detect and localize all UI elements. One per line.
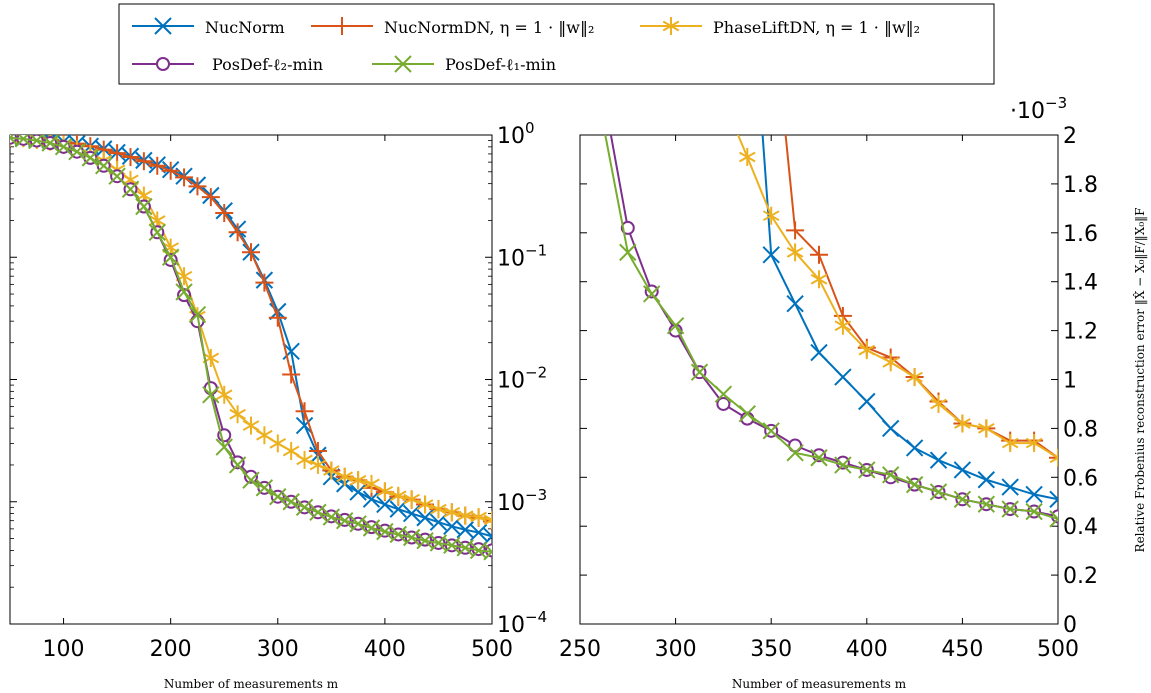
x-tick-label: 300: [257, 637, 299, 662]
series-line-3: [609, 123, 1058, 517]
y-tick-label: 0.6: [1063, 466, 1098, 491]
data-point: [978, 472, 994, 488]
chart-right: 250 300 350 400 450 5000 0.2 0.4 0.6 0.8 1 1.2 1.4 1.…: [559, 0, 1147, 691]
data-point: [297, 451, 313, 469]
y-tick-label: 10−1: [497, 241, 547, 271]
y-tick-label: 0: [1063, 613, 1077, 638]
data-point: [603, 117, 615, 129]
y-tick-label: 100: [497, 119, 535, 149]
y-tick-label: 10−2: [497, 364, 547, 394]
legend-label-nucnorm: NucNorm: [205, 18, 285, 37]
y-tick-label: 0.4: [1063, 515, 1098, 540]
legend-label-posdef-l1: PosDef-ℓ₁-min: [445, 55, 556, 74]
series-line-4: [10, 138, 492, 552]
data-point: [763, 207, 779, 225]
series-4: [595, 115, 1066, 527]
chart-left-frame: [10, 135, 492, 624]
x-tick-label: 300: [655, 637, 697, 662]
legend-label-posdef-l2: PosDef-ℓ₂-min: [212, 55, 323, 74]
series-1: [772, 77, 1067, 467]
series-2: [725, 114, 1066, 467]
legend-label-nucnormdn: NucNormDN, η = 1 · ‖w‖₂: [384, 18, 594, 37]
x-tick-label: 350: [750, 637, 792, 662]
series-line-1: [781, 86, 1058, 458]
data-point: [595, 115, 611, 131]
y-tick-label: 1.6: [1063, 222, 1098, 247]
series-2: [2, 129, 500, 529]
x-tick-label: 450: [941, 637, 983, 662]
chart-right-ylabel: Relative Frobenius reconstruction error …: [1132, 208, 1147, 553]
y-tick-label: 1.8: [1063, 173, 1098, 198]
legend-marker-3: [157, 58, 169, 70]
series-line-3: [10, 138, 492, 551]
data-point: [811, 345, 827, 361]
y-tick-label: 2: [1063, 124, 1077, 149]
data-point: [907, 440, 923, 456]
x-tick-label: 400: [846, 637, 888, 662]
data-point: [931, 452, 947, 468]
data-point: [296, 402, 314, 420]
data-point: [243, 417, 259, 435]
chart-right-frame: [580, 135, 1058, 624]
data-point: [787, 296, 803, 312]
multiplier-exp: −3: [1045, 94, 1067, 112]
data-point: [1002, 479, 1018, 495]
data-point: [1026, 486, 1042, 502]
legend: NucNorm NucNormDN, η = 1 · ‖w‖₂ PhaseLif…: [119, 4, 994, 84]
y-tick-label: 1.4: [1063, 271, 1098, 296]
data-point: [620, 244, 636, 260]
data-point: [883, 420, 899, 436]
series-line-2: [10, 138, 492, 520]
y-tick-label: 10−4: [497, 608, 547, 638]
data-point: [835, 369, 851, 385]
chart-right-xlabel: Number of measurements m: [732, 677, 907, 691]
data-point: [954, 462, 970, 478]
legend-label-phaseliftdn: PhaseLiftDN, η = 1 · ‖w‖₂: [713, 18, 920, 37]
data-point: [725, 114, 741, 132]
data-point: [257, 426, 273, 444]
y-tick-label: 0.8: [1063, 417, 1098, 442]
series-line-1: [10, 137, 492, 521]
series-4: [2, 130, 500, 560]
series-line-2: [733, 123, 1058, 458]
multiplier-base: ·10: [1010, 99, 1045, 124]
data-point: [270, 434, 286, 452]
data-point: [859, 394, 875, 410]
data-point: [740, 148, 756, 166]
data-point: [471, 525, 487, 541]
y-tick-label: 10−3: [497, 486, 547, 516]
y-tick-label: 1: [1063, 369, 1077, 394]
x-tick-label: 200: [150, 637, 192, 662]
data-point: [255, 274, 273, 292]
series-3: [4, 132, 498, 557]
y-tick-label: 0.2: [1063, 564, 1098, 589]
data-point: [269, 309, 287, 327]
x-tick-label: 500: [1037, 637, 1079, 662]
data-point: [283, 442, 299, 460]
x-tick-label: 400: [364, 637, 406, 662]
chart-left-xlabel: Number of measurements m: [164, 677, 339, 691]
x-tick-label: 100: [43, 637, 85, 662]
x-tick-label: 500: [471, 637, 513, 662]
x-tick-label: 250: [559, 637, 601, 662]
chart-right-multiplier: ·10−3: [1010, 94, 1067, 124]
y-tick-label: 1.2: [1063, 320, 1098, 345]
